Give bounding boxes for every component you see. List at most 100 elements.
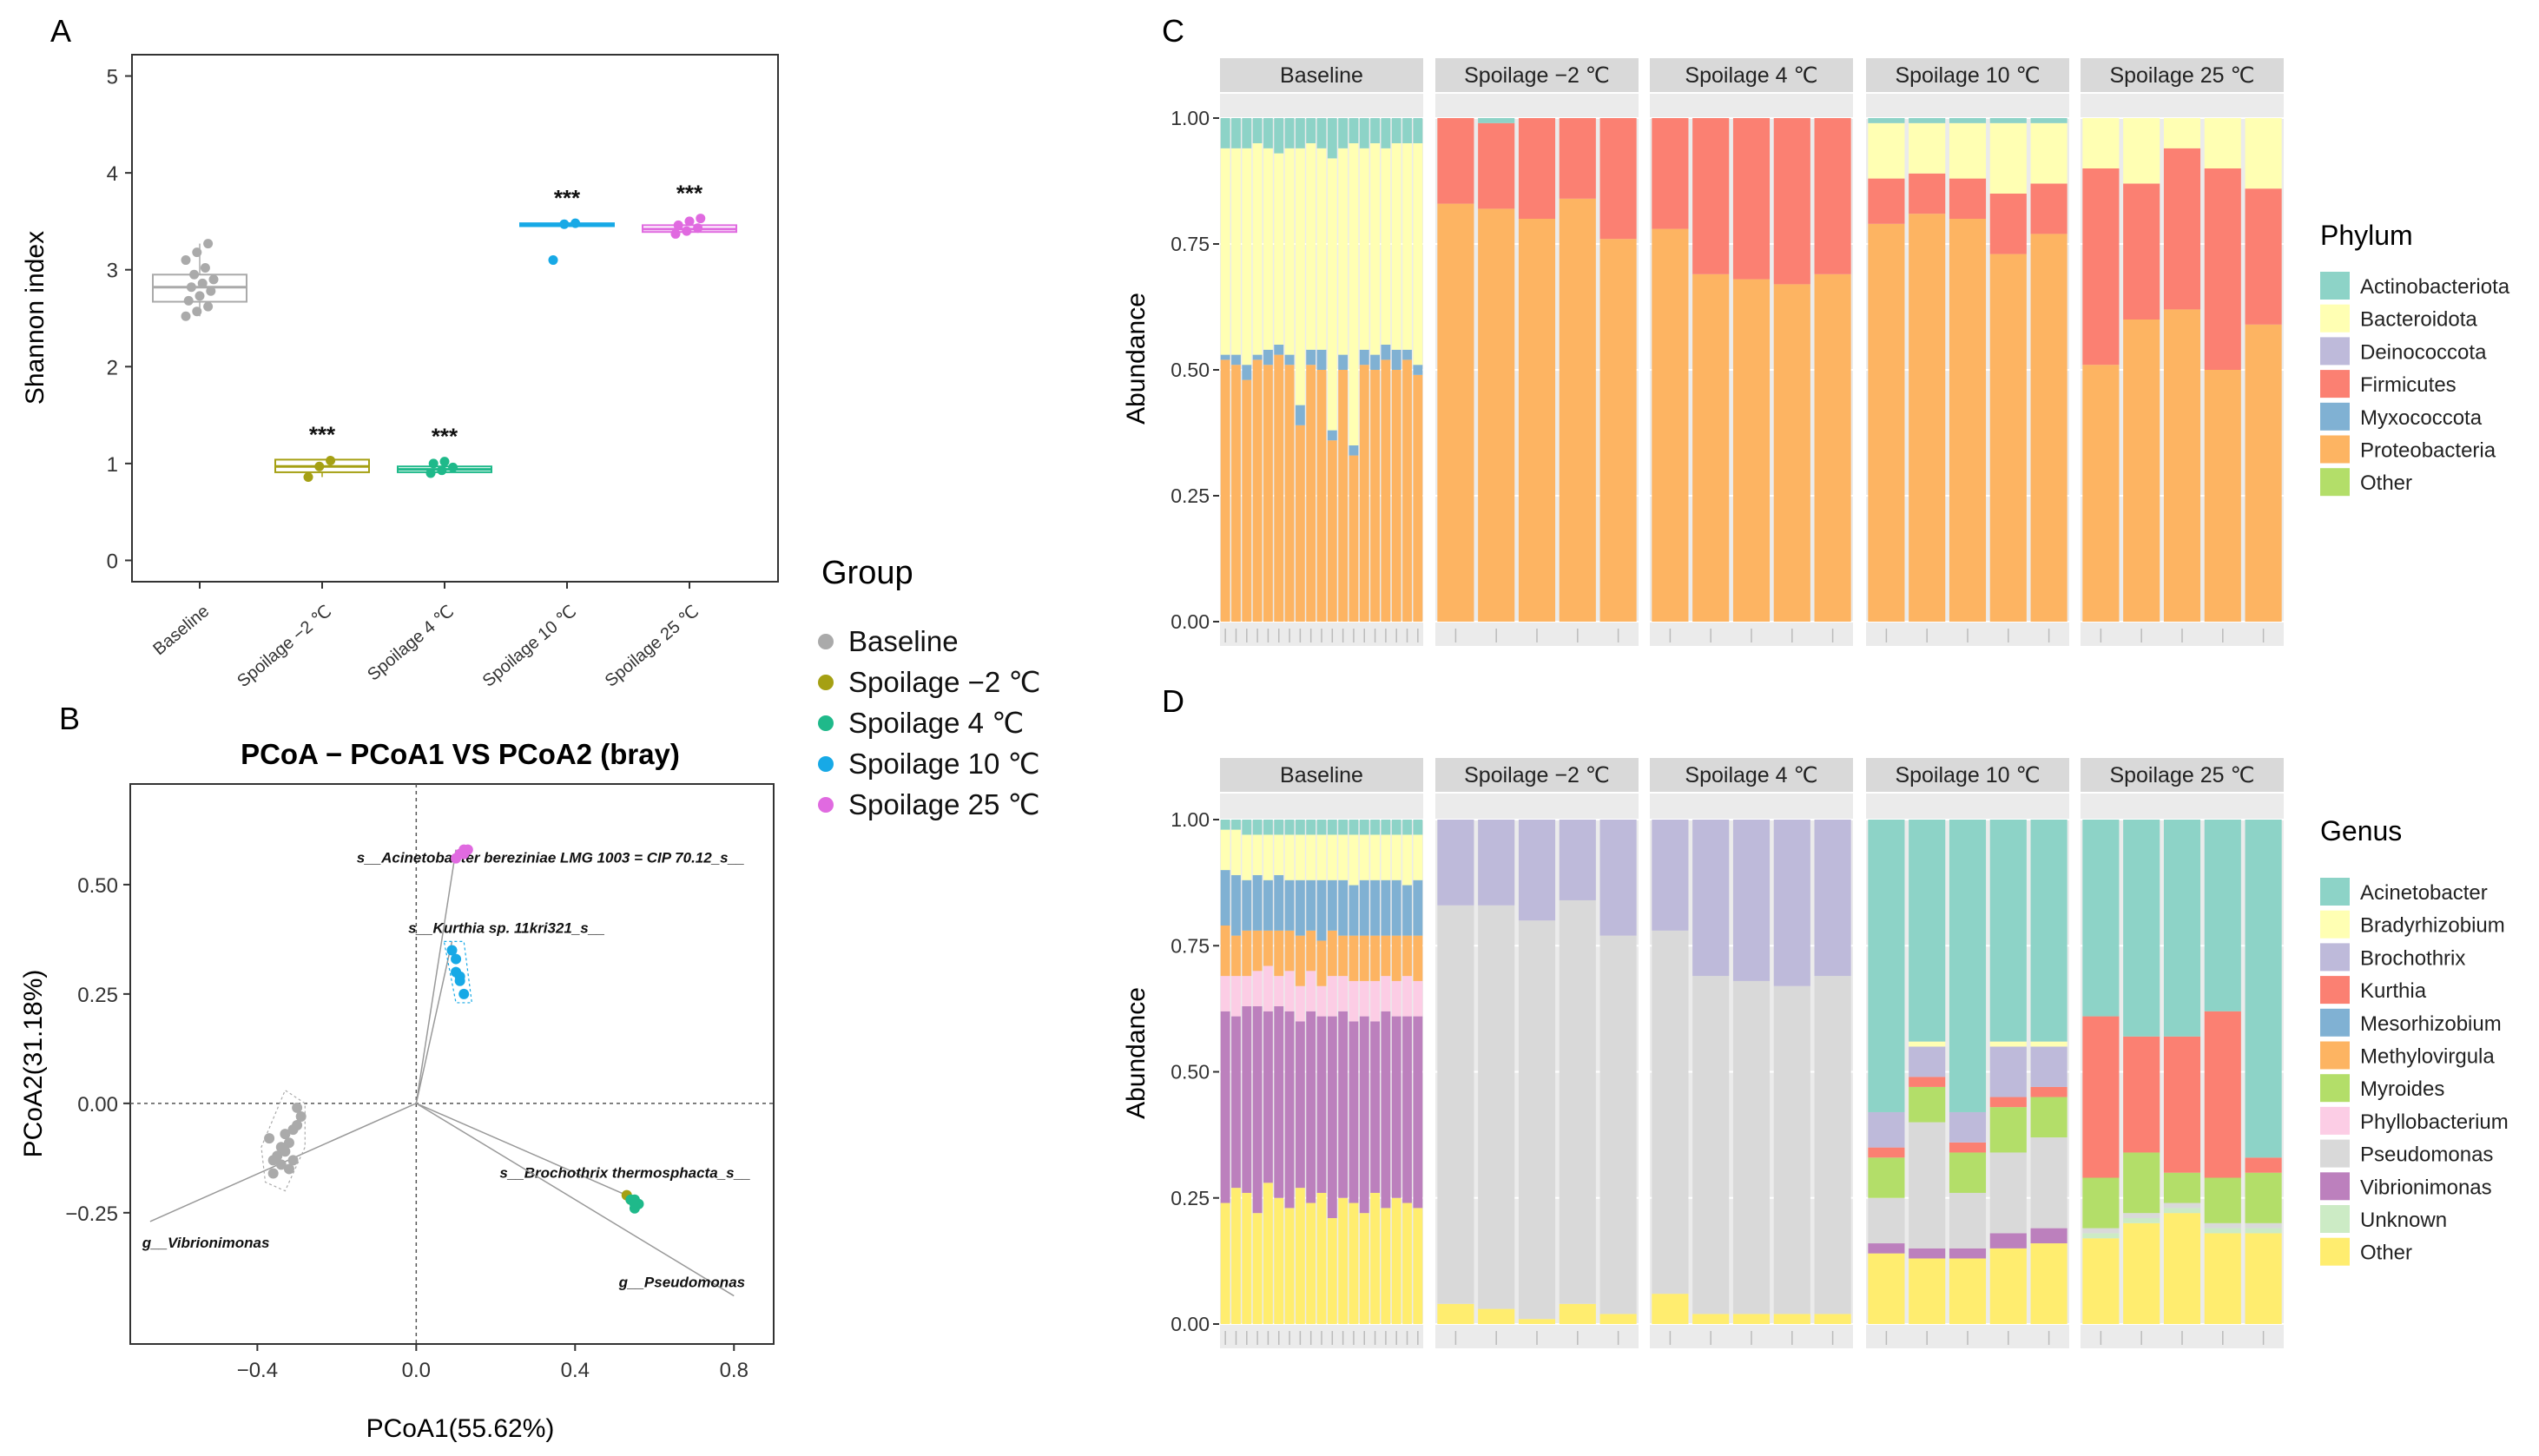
stacked-bar-segment (1559, 1303, 1596, 1324)
biplot-arrow-label: g__Pseudomonas (618, 1274, 746, 1290)
legend-swatch (2320, 1074, 2350, 1103)
stacked-bar-segment (1231, 148, 1241, 355)
stacked-bar-segment (2245, 118, 2282, 189)
stacked-bar-segment (1909, 1041, 1946, 1047)
stacked-bar-segment (1773, 1314, 1810, 1324)
stacked-bar-segment (1359, 118, 1369, 148)
stacked-bar-segment (1413, 834, 1423, 880)
stacked-bar-segment (1263, 365, 1273, 622)
stacked-bar-segment (2030, 118, 2067, 123)
panel-b-y-tick-label: 0.50 (77, 874, 118, 898)
stacked-bar-segment (1652, 820, 1689, 931)
facet-strip (1220, 58, 1423, 92)
biplot-arrow (415, 941, 453, 1104)
stacked-bar-segment (1773, 820, 1810, 986)
legend-label: Other (2360, 1242, 2412, 1265)
panel-b-x-tick-label: 0.0 (402, 1359, 431, 1382)
facet-strip (1866, 758, 2069, 792)
stacked-bar-segment (1327, 880, 1337, 931)
stacked-bar-segment (1370, 370, 1380, 622)
stacked-bar-segment (2245, 1157, 2282, 1173)
box-point (425, 468, 436, 478)
stacked-bar-segment (1692, 976, 1730, 1314)
stacked-bar-segment (1316, 148, 1327, 350)
panel-label-d: D (1162, 683, 1184, 719)
stacked-bar-segment (1220, 829, 1230, 871)
legend-label: Phyllobacterium (2360, 1110, 2509, 1134)
stacked-bar-segment (2082, 1177, 2120, 1229)
stacked-bar-segment (1370, 935, 1380, 981)
legend-swatch (2320, 1106, 2350, 1135)
panel-a-y-tick-label: 5 (107, 66, 118, 89)
stacked-bar-segment (1263, 930, 1273, 966)
stacked-bar-segment (1242, 834, 1252, 880)
stacked-bar-segment (1316, 1016, 1327, 1193)
stacked-bar-segment (1989, 194, 2027, 254)
stacked-bar-segment (2163, 1172, 2201, 1203)
stacked-bar-segment (1220, 870, 1230, 926)
panel-c-phylum-barplot: Abundance 0.00 0.25 0.50 0.75 1.00 Baseline Sp… (1122, 58, 2510, 646)
stacked-bar-segment (2245, 1172, 2282, 1223)
stacked-bar-segment (1338, 880, 1349, 936)
stacked-bar-segment (1242, 118, 1252, 148)
stacked-bar-segment (1868, 1157, 1905, 1198)
stacked-bar-segment (1559, 198, 1596, 623)
legend-swatch (2320, 943, 2350, 972)
facet-strip-label: Spoilage 4 ℃ (1685, 763, 1817, 787)
legend-swatch (2320, 1205, 2350, 1233)
stacked-bar-segment (1989, 122, 2027, 194)
stacked-bar-segment (1391, 980, 1401, 1017)
stacked-bar-segment (1284, 1011, 1295, 1209)
stacked-bar-segment (1652, 1294, 1689, 1324)
stacked-bar-segment (1989, 1107, 2027, 1153)
stacked-bar-segment (2123, 1152, 2160, 1214)
significance-label: *** (309, 421, 336, 447)
legend-label: Methylovirgula (2360, 1045, 2495, 1069)
stacked-bar-segment (1327, 430, 1337, 441)
box-point (437, 465, 447, 476)
genus-legend-title: Genus (2320, 815, 2402, 847)
stacked-bar-segment (1263, 148, 1273, 350)
legend-label: Actinobacteriota (2360, 275, 2510, 299)
stacked-bar-segment (1402, 885, 1412, 936)
stacked-bar-segment (1652, 228, 1689, 622)
stacked-bar-segment (1242, 1192, 1252, 1324)
panel-a-y-axis-label: Shannon index (21, 231, 49, 405)
stacked-bar-segment (1274, 1197, 1284, 1324)
panel-a-y-tick-label: 0 (107, 550, 118, 573)
stacked-bar-segment (1949, 178, 1987, 219)
panel-d-marks: 0.00 0.25 0.50 0.75 1.00 Baseline Spoilage −2 … (1171, 758, 2284, 1348)
stacked-bar-segment (1437, 118, 1474, 204)
stacked-bar-segment (2245, 1228, 2282, 1234)
stacked-bar-segment (2204, 370, 2241, 622)
stacked-bar-segment (1413, 365, 1423, 375)
biplot-arrow-label: s__Acinetobacter bereziniae LMG 1003 = C… (357, 850, 745, 866)
legend-swatch (2320, 304, 2350, 333)
box-point (326, 456, 336, 466)
stacked-bar-segment (1295, 1021, 1305, 1189)
stacked-bar-segment (1370, 880, 1380, 936)
legend-swatch (2320, 1139, 2350, 1168)
box-point (314, 461, 325, 471)
stacked-bar-segment (1949, 820, 1987, 1112)
legend-swatch (2320, 435, 2350, 464)
stacked-bar-segment (1359, 1016, 1369, 1214)
stacked-bar-segment (1306, 118, 1316, 143)
legend-label: Proteobacteria (2360, 439, 2496, 463)
group-legend-label: Spoilage −2 ℃ (848, 666, 1040, 698)
genus-legend: Genus Acinetobacter Bradyrhizobium Brochot… (2320, 815, 2509, 1266)
stacked-bar-segment (1284, 354, 1295, 366)
stacked-bar-segment (1306, 820, 1316, 835)
stacked-bar-segment (2245, 1222, 2282, 1229)
phylum-legend: Phylum Actinobacteriota Bacteroidota Deino… (2320, 220, 2510, 497)
stacked-bar-segment (1381, 1208, 1391, 1324)
pcoa-point (287, 1155, 299, 1166)
pcoa-point (451, 953, 462, 965)
stacked-bar-segment (1559, 899, 1596, 1304)
stacked-bar-segment (1478, 905, 1515, 1309)
stacked-bar-segment (1402, 820, 1412, 835)
facet-strip (2081, 58, 2284, 92)
stacked-bar-segment (1773, 985, 1810, 1314)
legend-swatch (2320, 976, 2350, 1005)
legend-label: Kurthia (2360, 979, 2427, 1003)
